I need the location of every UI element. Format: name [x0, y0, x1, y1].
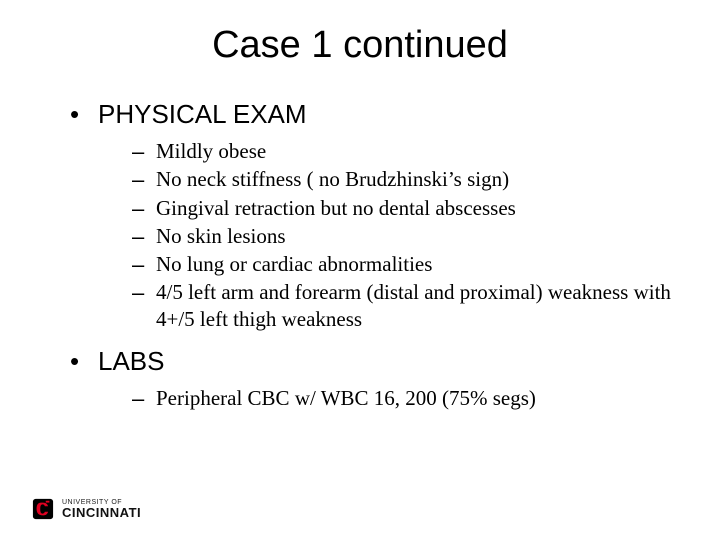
- list-item: Gingival retraction but no dental absces…: [132, 195, 680, 221]
- slide-content: PHYSICAL EXAM Mildly obese No neck stiff…: [40, 99, 680, 411]
- list-item: 4/5 left arm and forearm (distal and pro…: [132, 279, 680, 332]
- logo-bottom-line: CINCINNATI: [62, 506, 141, 519]
- logo-text: UNIVERSITY OF CINCINNATI: [62, 499, 141, 519]
- university-logo: UNIVERSITY OF CINCINNATI: [32, 498, 141, 520]
- slide-title: Case 1 continued: [40, 24, 680, 67]
- list-item: No skin lesions: [132, 223, 680, 249]
- section-heading-text: PHYSICAL EXAM: [98, 99, 307, 129]
- section-heading: LABS Peripheral CBC w/ WBC 16, 200 (75% …: [70, 346, 680, 411]
- section-heading: PHYSICAL EXAM Mildly obese No neck stiff…: [70, 99, 680, 332]
- list-item: No lung or cardiac abnormalities: [132, 251, 680, 277]
- list-item: Mildly obese: [132, 138, 680, 164]
- logo-mark-icon: [32, 498, 54, 520]
- slide: Case 1 continued PHYSICAL EXAM Mildly ob…: [0, 0, 720, 540]
- list-item: No neck stiffness ( no Brudzhinski’s sig…: [132, 166, 680, 192]
- section-heading-text: LABS: [98, 346, 165, 376]
- section-items: Mildly obese No neck stiffness ( no Brud…: [98, 138, 680, 332]
- list-item: Peripheral CBC w/ WBC 16, 200 (75% segs): [132, 385, 680, 411]
- section-items: Peripheral CBC w/ WBC 16, 200 (75% segs): [98, 385, 680, 411]
